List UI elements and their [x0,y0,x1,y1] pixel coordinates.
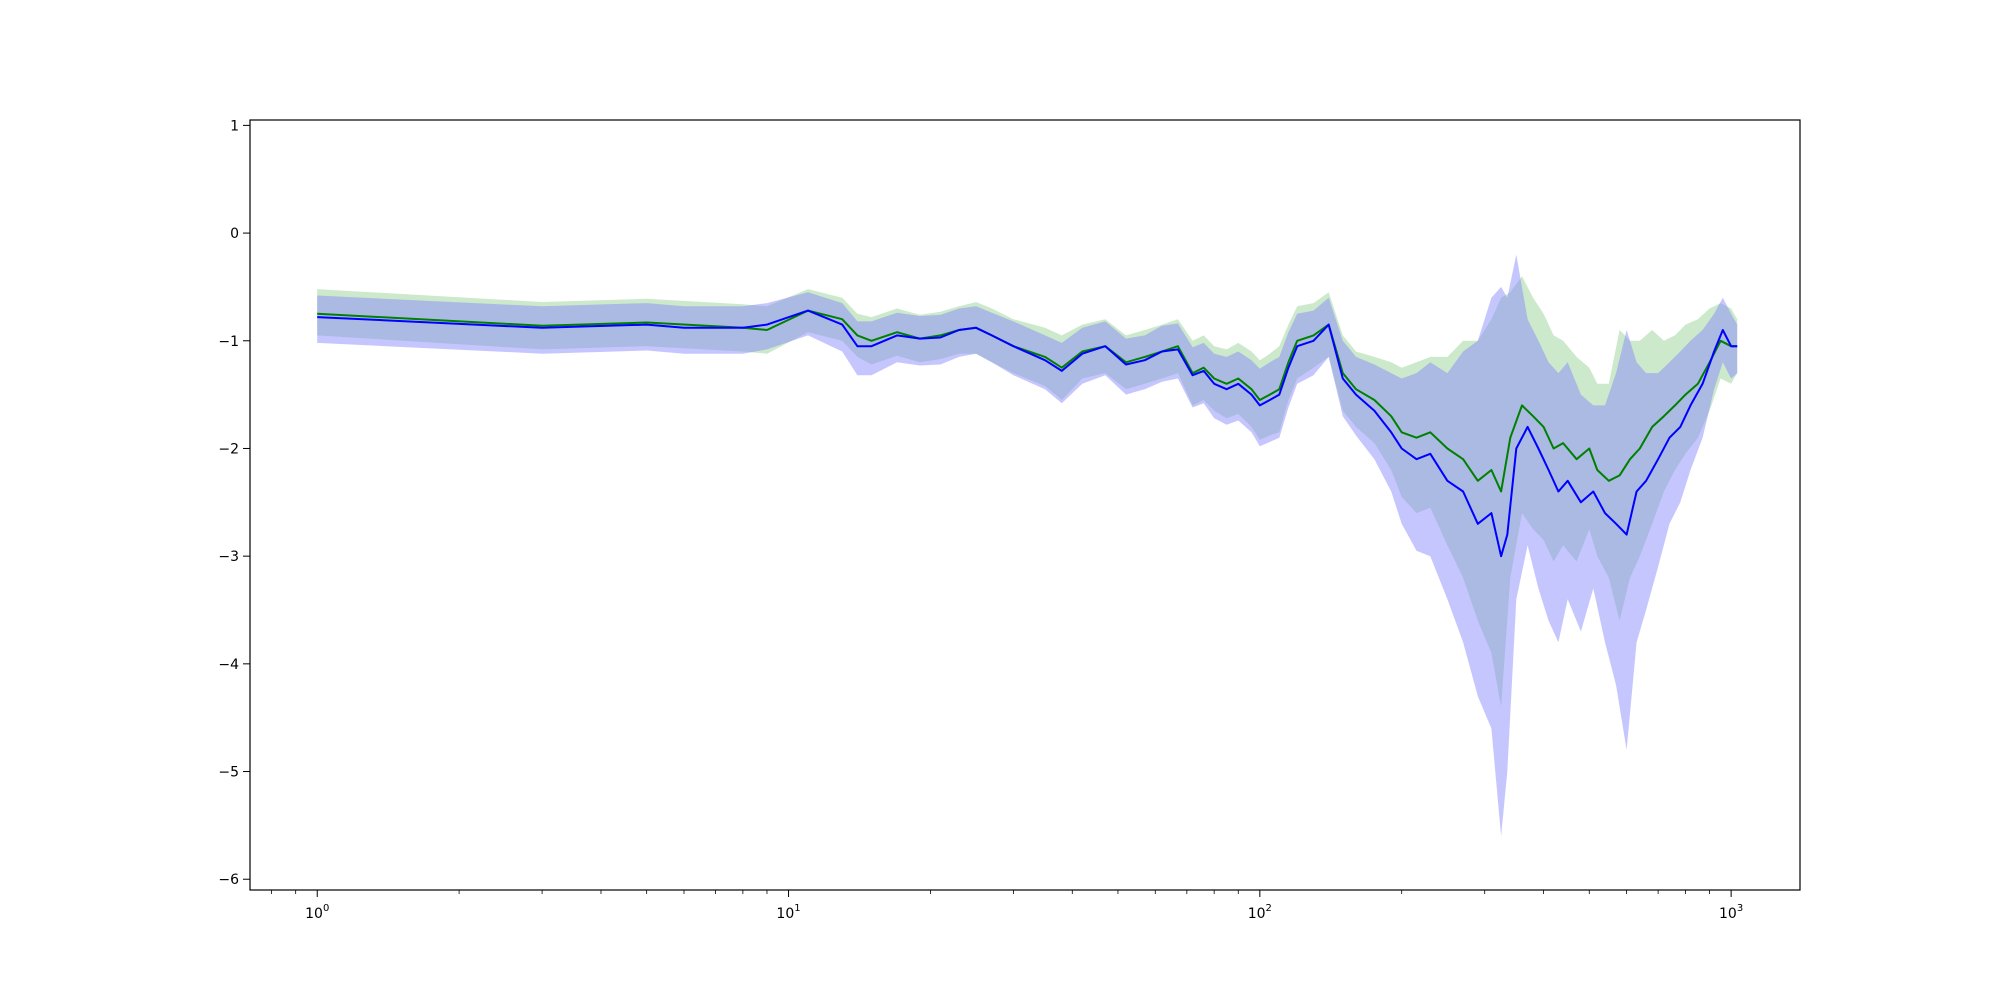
y-tick-label: −6 [218,872,239,888]
y-tick-label: −3 [218,549,239,565]
x-tick-label: 103 [1719,903,1743,922]
y-tick-label: −1 [218,334,239,350]
y-axis: 1 0 −1 −2 −3 −4 −5 −6 [218,118,250,888]
confidence-bands [317,254,1738,837]
band-series-1 [317,276,1738,707]
x-tick-label: 102 [1248,903,1272,922]
series-lines [317,309,1738,558]
band-series-2 [317,254,1738,837]
y-tick-label: 0 [230,226,239,242]
line-series-2 [317,309,1738,558]
y-tick-label: −5 [218,765,239,781]
x-axis: 100 101 102 103 [271,890,1743,922]
y-tick-label: −2 [218,441,239,457]
x-tick-label: 100 [305,903,329,922]
y-tick-label: 1 [230,118,239,134]
x-tick-label: 101 [776,903,800,922]
plot-frame [249,119,1801,891]
y-tick-label: −4 [218,657,239,673]
